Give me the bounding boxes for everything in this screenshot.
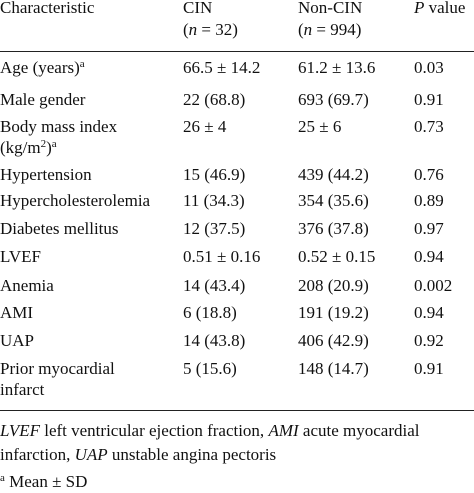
row-label: Male gender	[0, 90, 85, 110]
footnote-mark: a	[0, 472, 5, 484]
footnote-mark: a	[51, 138, 57, 150]
cell: 0.03	[414, 58, 444, 77]
cell: 0.51 ± 0.16	[183, 247, 261, 266]
text: Hypertension	[0, 165, 92, 184]
italic-text: n	[188, 20, 198, 39]
text: Diabetes mellitus	[0, 219, 119, 238]
row-label: (kg/m2)a	[0, 138, 57, 158]
cell: 148 (14.7)	[298, 359, 369, 378]
italic-text: P	[414, 0, 425, 17]
text: Prior myocardial	[0, 359, 115, 378]
text: UAP	[0, 331, 35, 350]
text: = 994)	[312, 20, 362, 39]
italic-text: UAP	[74, 445, 108, 464]
cell: 15 (46.9)	[183, 165, 246, 184]
row-label: Hypertension	[0, 165, 92, 185]
cell: 406 (42.9)	[298, 331, 369, 350]
text: (	[183, 20, 189, 39]
row-label: Anemia	[0, 276, 54, 296]
footnote-mark: a	[79, 58, 85, 70]
text: (	[298, 20, 304, 39]
header-cell: P value	[414, 0, 465, 18]
text: = 32)	[197, 20, 238, 39]
cell: 0.91	[414, 359, 444, 378]
text: LVEF	[0, 247, 41, 266]
header-rule	[0, 51, 474, 52]
row-label: AMI	[0, 303, 33, 323]
text: CIN	[183, 0, 213, 17]
cell: 61.2 ± 13.6	[298, 58, 376, 77]
text: Characteristic	[0, 0, 95, 17]
cell: 0.91	[414, 90, 444, 109]
italic-text: LVEF	[0, 421, 40, 440]
cell: 439 (44.2)	[298, 165, 369, 184]
cell: 191 (19.2)	[298, 303, 369, 322]
cell: 26 ± 4	[183, 117, 227, 136]
row-label: Diabetes mellitus	[0, 219, 119, 239]
cell: 0.89	[414, 191, 444, 210]
row-label: Body mass index	[0, 117, 117, 137]
row-label: infarct	[0, 380, 44, 400]
row-label: Age (years)a	[0, 58, 85, 78]
text: infarct	[0, 380, 45, 399]
cell: 5 (15.6)	[183, 359, 237, 378]
text: Mean ± SD	[4, 472, 88, 491]
cell: 14 (43.8)	[183, 331, 246, 350]
header-cell: Non-CIN	[298, 0, 362, 18]
text: Male gender	[0, 90, 86, 109]
cell: 354 (35.6)	[298, 191, 369, 210]
cell: 11 (34.3)	[183, 191, 245, 210]
cell: 25 ± 6	[298, 117, 342, 136]
cell: 14 (43.4)	[183, 276, 246, 295]
text: Hypercholesterolemia	[0, 191, 151, 210]
cell: 66.5 ± 14.2	[183, 58, 261, 77]
footnote: a Mean ± SD	[0, 472, 87, 492]
row-label: Prior myocardial	[0, 359, 115, 379]
cell: 0.002	[414, 276, 453, 295]
text: Anemia	[0, 276, 54, 295]
row-label: UAP	[0, 331, 34, 351]
text: value	[424, 0, 466, 17]
cell: 12 (37.5)	[183, 219, 246, 238]
text: AMI	[0, 303, 34, 322]
header-cell: CIN	[183, 0, 212, 18]
cell: 0.94	[414, 247, 444, 266]
text: Body mass index	[0, 117, 118, 136]
text: acute myocardial infarction,	[0, 421, 420, 464]
cell: 0.73	[414, 117, 444, 136]
cell: 0.92	[414, 331, 444, 350]
cell: 693 (69.7)	[298, 90, 369, 109]
italic-text: AMI	[268, 421, 299, 440]
header-cell: (n = 994)	[298, 20, 361, 40]
cell: 376 (37.8)	[298, 219, 369, 238]
header-cell: (n = 32)	[183, 20, 238, 40]
text: )	[46, 138, 52, 157]
cell: 0.52 ± 0.15	[298, 247, 376, 266]
row-label: Hypercholesterolemia	[0, 191, 150, 211]
text: Age (years)	[0, 58, 80, 77]
text: (kg/m	[0, 138, 41, 157]
footnote: LVEF left ventricular ejection fraction,…	[0, 419, 472, 467]
footnote-mark: 2	[40, 138, 47, 150]
row-label: LVEF	[0, 247, 41, 267]
header-cell: Characteristic	[0, 0, 94, 18]
cell: 0.94	[414, 303, 444, 322]
cell: 0.97	[414, 219, 444, 238]
italic-text: n	[303, 20, 313, 39]
text: left ventricular ejection fraction,	[39, 421, 269, 440]
cell: 208 (20.9)	[298, 276, 369, 295]
text: unstable angina pectoris	[107, 445, 277, 464]
cell: 22 (68.8)	[183, 90, 246, 109]
bottom-rule	[0, 410, 474, 411]
cell: 0.76	[414, 165, 444, 184]
cell: 6 (18.8)	[183, 303, 237, 322]
text: Non-CIN	[298, 0, 363, 17]
